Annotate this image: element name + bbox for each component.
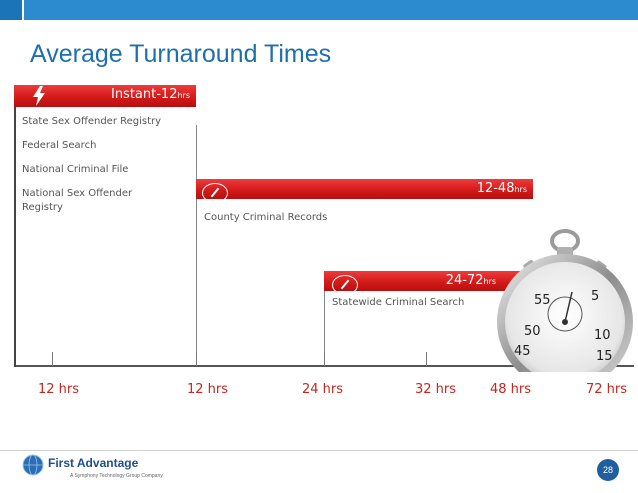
vertical-axis bbox=[14, 100, 16, 367]
axis-tick bbox=[324, 352, 325, 366]
axis-label: 24 hrs bbox=[302, 382, 344, 397]
company-logo: First Advantage A Symphony Technology Gr… bbox=[22, 454, 163, 484]
instant-item: National Criminal File bbox=[22, 164, 129, 175]
bar-12-48-unit: hrs bbox=[514, 185, 527, 194]
bar-instant-unit: hrs bbox=[177, 91, 190, 100]
stopwatch-icon: 5 10 15 45 50 55 bbox=[497, 229, 633, 372]
statewide-item: Statewide Criminal Search bbox=[332, 297, 465, 308]
stopwatch-number: 45 bbox=[514, 344, 531, 359]
county-item: County Criminal Records bbox=[204, 212, 328, 223]
lightning-icon bbox=[33, 86, 45, 106]
axis-label: 32 hrs bbox=[415, 382, 457, 397]
bar-12-48: 12-48hrs bbox=[196, 179, 533, 203]
divider-line-12hrs bbox=[196, 125, 197, 365]
divider-line-24hrs bbox=[324, 280, 325, 365]
logo-name: First Advantage bbox=[48, 456, 139, 470]
top-banner-left-block bbox=[0, 0, 22, 20]
slide-title: Average Turnaround Times bbox=[30, 40, 332, 68]
top-banner-bar bbox=[24, 0, 638, 20]
axis-tick bbox=[196, 352, 197, 366]
bar-instant: Instant-12hrs bbox=[14, 85, 196, 107]
gauge-icon bbox=[202, 183, 228, 203]
bar-24-72-range: 24-72 bbox=[445, 273, 484, 288]
axis-tick bbox=[426, 352, 427, 366]
top-banner bbox=[0, 0, 638, 20]
instant-item: State Sex Offender Registry bbox=[22, 116, 162, 127]
timeline-axis bbox=[16, 365, 634, 367]
bar-24-72-unit: hrs bbox=[483, 277, 496, 286]
stopwatch-number: 55 bbox=[534, 293, 551, 308]
axis-tick bbox=[52, 352, 53, 366]
bar-instant-label: Instant-12hrs bbox=[111, 87, 190, 102]
globe-icon bbox=[22, 454, 44, 476]
axis-label: 12 hrs bbox=[187, 382, 229, 397]
bar-24-72-label: 24-72hrs bbox=[446, 273, 496, 288]
page-number-badge: 28 bbox=[597, 459, 619, 481]
bar-12-48-label: 12-48hrs bbox=[477, 181, 527, 196]
instant-item: Federal Search bbox=[22, 140, 97, 151]
stopwatch-number: 10 bbox=[594, 328, 611, 343]
bar-instant-range: Instant-12 bbox=[110, 87, 178, 102]
axis-label: 72 hrs bbox=[586, 382, 628, 397]
instant-item: National Sex Offender Registry bbox=[22, 188, 133, 213]
footer-divider bbox=[0, 450, 638, 451]
bar-12-48-range: 12-48 bbox=[476, 181, 515, 196]
gauge-icon bbox=[332, 275, 358, 295]
axis-label: 12 hrs bbox=[38, 382, 80, 397]
stopwatch-number: 15 bbox=[596, 349, 613, 364]
stopwatch-number: 5 bbox=[591, 289, 599, 304]
stopwatch-number: 50 bbox=[524, 324, 541, 339]
logo-tagline: A Symphony Technology Group Company bbox=[70, 473, 163, 479]
axis-label: 48 hrs bbox=[490, 382, 532, 397]
